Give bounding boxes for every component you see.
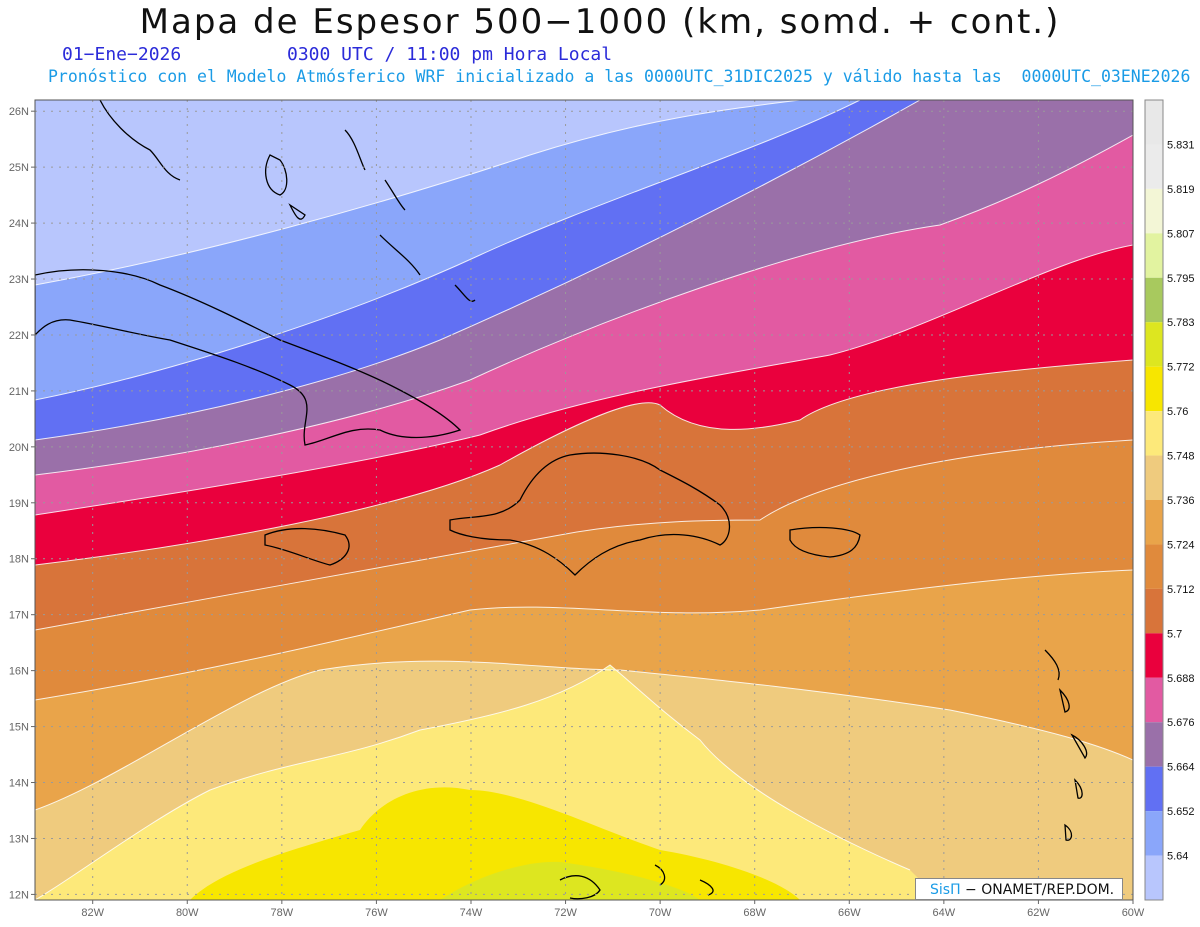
colorbar-swatch — [1145, 677, 1163, 723]
band-5783 — [440, 861, 700, 900]
colorbar-swatch — [1145, 633, 1163, 678]
lon-tick-label: 66W — [838, 907, 861, 919]
lat-tick-label: 16N — [9, 666, 29, 678]
colorbar-label: 5.772 — [1167, 362, 1195, 374]
lat-tick-label: 20N — [9, 442, 29, 454]
lon-tick-label: 76W — [365, 907, 388, 919]
colorbar-swatch — [1145, 766, 1163, 812]
map-title: Mapa de Espesor 500−1000 (km, somd. + co… — [139, 2, 1061, 42]
colorbar-frame — [1144, 99, 1164, 901]
lat-tick-label: 24N — [9, 218, 29, 230]
colorbar-label: 5.724 — [1167, 539, 1195, 551]
lat-tick-label: 13N — [9, 833, 29, 845]
lon-tick-label: 60W — [1122, 907, 1145, 919]
lat-tick-label: 14N — [9, 778, 29, 790]
colorbar-label: 5.676 — [1167, 717, 1195, 729]
colorbar-label: 5.664 — [1167, 762, 1195, 774]
lon-tick-label: 62W — [1027, 907, 1050, 919]
date-label: 01−Ene−2026 — [62, 44, 182, 65]
colorbar-swatch — [1145, 544, 1163, 589]
lat-tick-label: 21N — [9, 386, 29, 398]
colorbar: 5.831 5.819 5.807 5.795 5.783 5.772 5.76 5.748 5… — [1144, 99, 1195, 901]
time-label: 0300 UTC / 11:00 pm Hora Local — [287, 44, 613, 65]
lon-tick-label: 78W — [271, 907, 294, 919]
lat-tick-label: 19N — [9, 498, 29, 510]
lat-tick-label: 26N — [9, 106, 29, 118]
colorbar-swatch — [1145, 144, 1163, 189]
colorbar-label: 5.748 — [1167, 451, 1195, 463]
lat-tick-label: 15N — [9, 722, 29, 734]
colorbar-swatch — [1145, 411, 1163, 456]
lat-tick-label: 18N — [9, 554, 29, 566]
colorbar-swatch — [1145, 500, 1163, 545]
colorbar-label: 5.795 — [1167, 273, 1195, 285]
coastlines — [35, 100, 1088, 900]
lat-tick-label: 23N — [9, 274, 29, 286]
colorbar-label: 5.736 — [1167, 495, 1195, 507]
colorbar-swatch — [1145, 855, 1163, 900]
colorbar-label: 5.76 — [1167, 406, 1188, 418]
colorbar-label: 5.712 — [1167, 584, 1195, 596]
lon-tick-label: 80W — [176, 907, 199, 919]
colorbar-label: 5.652 — [1167, 806, 1195, 818]
colorbar-swatch — [1145, 588, 1163, 634]
lat-tick-label: 22N — [9, 330, 29, 342]
attribution-box: SisΠ − ONAMET/REP.DOM. — [915, 878, 1123, 900]
colorbar-label: 5.688 — [1167, 673, 1195, 685]
lon-tick-label: 74W — [460, 907, 483, 919]
colorbar-swatch — [1145, 100, 1163, 145]
colorbar-label: 5.807 — [1167, 228, 1195, 240]
colorbar-label: 5.64 — [1167, 851, 1188, 863]
sis-logo: SisΠ — [930, 882, 961, 898]
colorbar-swatch — [1145, 455, 1163, 500]
lon-tick-label: 82W — [81, 907, 104, 919]
longitude-axis: 82W 80W 78W 76W 74W 72W 70W 68W 66W 64W 62W 60W — [81, 900, 1145, 919]
colorbar-swatch — [1145, 277, 1163, 323]
attribution-text: − ONAMET/REP.DOM. — [960, 882, 1115, 898]
latitude-axis: 26N 25N 24N 23N 22N 21N 20N 19N 18N 17N 16N 15N 14N 1… — [9, 106, 35, 901]
lon-tick-label: 70W — [649, 907, 672, 919]
lat-tick-label: 17N — [9, 610, 29, 622]
colorbar-label: 5.7 — [1167, 628, 1182, 640]
band-5772 — [190, 787, 800, 900]
colorbar-swatch — [1145, 233, 1163, 278]
lat-tick-label: 25N — [9, 162, 29, 174]
graticule — [35, 100, 1133, 900]
colorbar-swatch — [1145, 811, 1163, 856]
lon-tick-label: 72W — [554, 907, 577, 919]
colorbar-label: 5.819 — [1167, 184, 1195, 196]
colorbar-label: 5.831 — [1167, 139, 1195, 151]
forecast-info: Pronóstico con el Modelo Atmósferico WRF… — [48, 67, 1191, 86]
lon-tick-label: 68W — [743, 907, 766, 919]
band-5760 — [35, 665, 940, 900]
colorbar-swatch — [1145, 322, 1163, 367]
colorbar-swatch — [1145, 188, 1163, 234]
colorbar-label: 5.783 — [1167, 317, 1195, 329]
lon-tick-label: 64W — [933, 907, 956, 919]
colorbar-swatch — [1145, 722, 1163, 767]
colorbar-swatch — [1145, 366, 1163, 412]
lat-tick-label: 12N — [9, 889, 29, 901]
